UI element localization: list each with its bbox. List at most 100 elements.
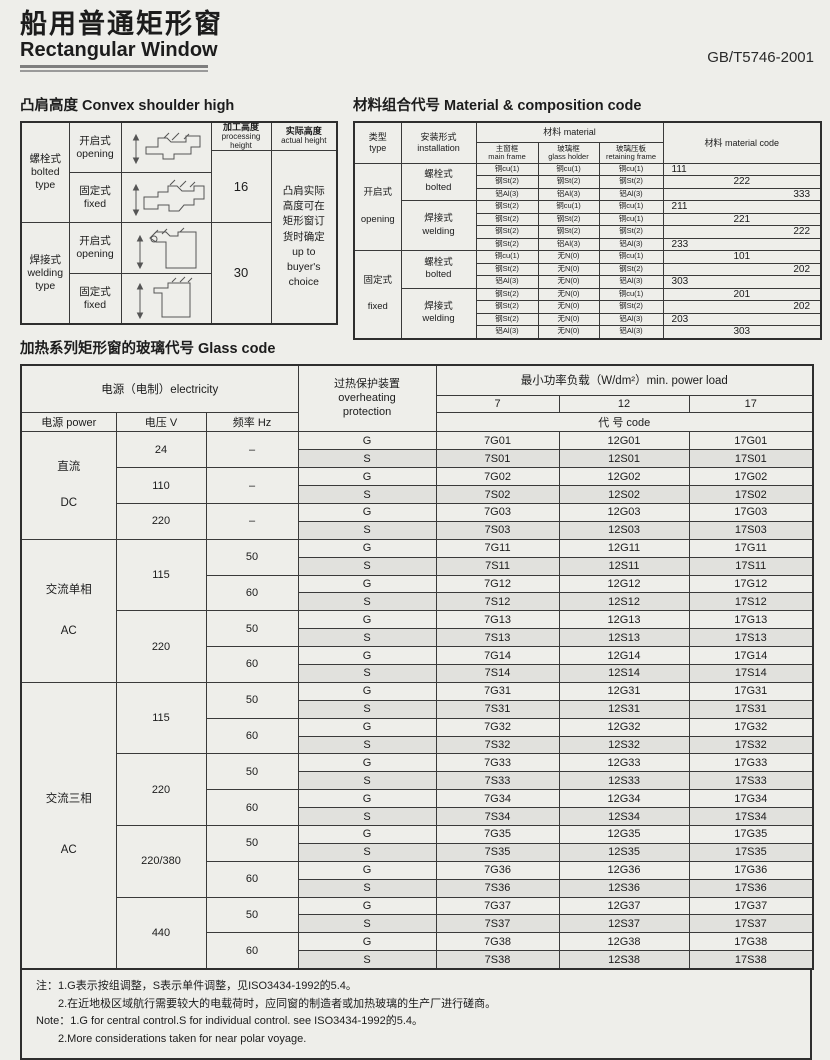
standard-number: GB/T5746-2001 (707, 49, 814, 66)
glass-code-cell: 12G03 (558, 502, 690, 522)
material-cell: 铜cu(1) (598, 162, 664, 176)
material-cell: 无N(0) (537, 325, 600, 339)
glass-code-cell: 17S36 (688, 878, 814, 898)
glass-code-cell: 12S32 (558, 735, 690, 755)
glass-voltage-cell: 220 (115, 502, 207, 540)
glass-code-cell: 12G36 (558, 860, 690, 880)
glass-frequency-cell: 50 (205, 681, 299, 719)
convex-mode-opening-welding: 开启式 opening (68, 222, 122, 275)
material-code-value: 203 (662, 312, 822, 326)
cross-section-diagram-welding-opening (120, 222, 212, 275)
glass-code-cell: 17G36 (688, 860, 814, 880)
glass-code-cell: 17G02 (688, 467, 814, 487)
material-cell: 铝Al(3) (537, 237, 600, 251)
glass-frequency-cell: 60 (205, 574, 299, 612)
glass-code-cell: 7S12 (435, 592, 560, 612)
note-cn-1: 注：1.G表示按组调整，S表示单件调整，见ISO3434-1992的5.4。 (36, 980, 357, 993)
material-cell: 无N(0) (537, 312, 600, 326)
material-code-value: 303 (662, 325, 822, 339)
title-double-rule (20, 65, 208, 73)
glass-code-cell: 7G36 (435, 860, 560, 880)
convex-shoulder-table: 螺栓式 bolted type 开启式 opening (20, 121, 338, 325)
cross-section-diagram-welding-fixed (120, 273, 212, 325)
glass-code-table: 电源（电制）electricity 过热保护装置 overheating pro… (20, 364, 815, 971)
glass-code-cell: 7G12 (435, 574, 560, 594)
glass-code-cell: 17G33 (688, 753, 814, 773)
glass-code-cell: 12G35 (558, 824, 690, 844)
material-cell: 铝Al(3) (598, 187, 664, 201)
glass-frequency-cell: 50 (205, 896, 299, 934)
material-code-section: 材料组合代号 Material & composition code 类型 ty… (353, 94, 823, 340)
glass-power-ac-three: 交流三相 AC (20, 681, 117, 970)
glass-code-cell: 12G31 (558, 681, 690, 701)
glass-code-cell: 7G34 (435, 789, 560, 809)
glass-frequency-cell: 50 (205, 753, 299, 791)
glass-code-cell: 7G01 (435, 431, 560, 451)
glass-code-cell: 17S01 (688, 449, 814, 469)
glass-protection-cell: S (297, 699, 437, 719)
glass-code-cell: 12G11 (558, 538, 690, 558)
glass-code-cell: 17S13 (688, 628, 814, 648)
glass-code-cell: 12S11 (558, 556, 690, 576)
material-install-bolted-2: 螺栓式 bolted (400, 250, 477, 289)
convex-note: 凸肩实际 高度可在 矩形窗订 货时确定 up to buyer's choice (270, 150, 338, 325)
glass-protection-cell: G (297, 431, 437, 451)
glass-code-cell: 17S31 (688, 699, 814, 719)
material-code-value: 333 (662, 187, 822, 201)
note-cn-2: 2.在近地极区域航行需要较大的电载荷时，应同窗的制造者或加热玻璃的生产厂进行磋商… (58, 997, 497, 1010)
material-cell: 钢St(2) (475, 212, 539, 226)
glass-code-cell: 17G34 (688, 789, 814, 809)
glass-code-cell: 17S34 (688, 807, 814, 826)
material-cell: 铝Al(3) (475, 187, 539, 201)
glass-code-cell: 7S33 (435, 771, 560, 791)
glass-protection-cell: S (297, 628, 437, 648)
glass-code-cell: 12S01 (558, 449, 690, 469)
note-en-1: Note：1.G for central control.S for indiv… (36, 1015, 424, 1028)
glass-protection-cell: G (297, 538, 437, 558)
material-cell: 钢St(2) (598, 300, 664, 314)
glass-section-title: 加热系列矩形窗的玻璃代号 Glass code (20, 341, 276, 357)
glass-code-cell: 17G14 (688, 646, 814, 665)
material-cell: 钢St(2) (475, 225, 539, 239)
glass-code-cell: 7G13 (435, 610, 560, 630)
glass-code-cell: 7S37 (435, 914, 560, 934)
glass-code-cell: 7G33 (435, 753, 560, 773)
material-section-title: 材料组合代号 Material & composition code (353, 98, 642, 114)
glass-code-cell: 12G02 (558, 467, 690, 487)
material-cell: 铝Al(3) (598, 275, 664, 289)
material-cell: 铜cu(1) (598, 212, 664, 226)
cross-section-diagram-bolted-opening (120, 121, 212, 174)
glass-header-overheating-protection: 过热保护装置 overheating protection (297, 364, 437, 433)
glass-frequency-cell: 50 (205, 538, 299, 576)
convex-value-welding: 30 (210, 222, 272, 325)
glass-code-cell: 17G01 (688, 431, 814, 451)
material-header-main-frame: 主窗框 main frame (475, 141, 539, 164)
glass-code-cell: 7S35 (435, 842, 560, 862)
glass-code-cell: 12S37 (558, 914, 690, 934)
glass-frequency-cell: 60 (205, 717, 299, 755)
material-cell: 钢St(2) (475, 300, 539, 314)
material-install-welding: 焊接式 welding (400, 200, 477, 251)
material-cell: 钢St(2) (475, 287, 539, 301)
glass-code-cell: 12G34 (558, 789, 690, 809)
material-cell: 铝Al(3) (598, 312, 664, 326)
convex-shoulder-section: 凸肩高度 Convex shoulder high 螺栓式 bolted typ… (20, 94, 338, 325)
convex-header-processing-height: 加工高度 processing height (210, 121, 272, 152)
convex-mode-fixed-welding: 固定式 fixed (68, 273, 122, 325)
glass-code-cell: 12G37 (558, 896, 690, 916)
glass-voltage-cell: 115 (115, 681, 207, 755)
glass-code-cell: 7S31 (435, 699, 560, 719)
material-cell: 钢St(2) (598, 175, 664, 189)
material-cell: 铜cu(1) (537, 200, 600, 214)
glass-code-cell: 17G38 (688, 932, 814, 952)
glass-code-cell: 17S32 (688, 735, 814, 755)
glass-code-cell: 12G14 (558, 646, 690, 665)
glass-code-cell: 17S14 (688, 663, 814, 683)
glass-code-cell: 7S38 (435, 950, 560, 970)
material-cell: 无N(0) (537, 262, 600, 276)
glass-code-cell: 12S38 (558, 950, 690, 970)
material-cell: 钢St(2) (537, 175, 600, 189)
glass-protection-cell: S (297, 914, 437, 934)
glass-header-min-power-load: 最小功率负载（W/dm²）min. power load (435, 364, 814, 396)
glass-protection-cell: S (297, 520, 437, 540)
